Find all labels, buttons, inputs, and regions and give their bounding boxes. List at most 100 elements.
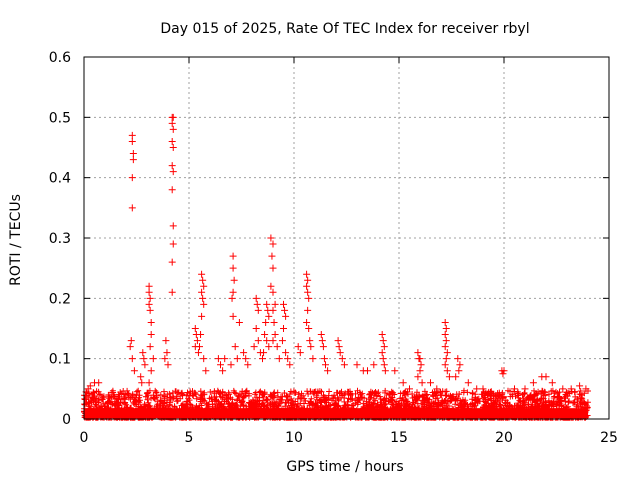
data-point	[128, 204, 136, 212]
data-point	[128, 137, 136, 145]
data-point	[198, 288, 206, 296]
data-point	[200, 282, 208, 290]
data-point	[380, 361, 388, 369]
y-tick-label: 0.6	[49, 50, 71, 66]
data-point	[147, 318, 155, 326]
data-point	[146, 294, 154, 302]
data-point	[414, 373, 422, 381]
data-point	[284, 355, 292, 363]
data-point	[149, 355, 157, 363]
data-point	[230, 276, 238, 284]
data-point	[455, 367, 463, 375]
data-point	[196, 343, 203, 351]
data-point	[370, 361, 378, 369]
y-tick-label: 0.3	[49, 231, 71, 247]
data-point	[353, 361, 361, 369]
data-point	[379, 355, 387, 363]
y-tick-label: 0.1	[49, 352, 71, 368]
data-point	[499, 370, 507, 378]
data-point	[231, 343, 239, 351]
data-point	[304, 306, 312, 314]
data-point	[262, 318, 270, 326]
data-point	[254, 337, 262, 345]
data-point	[271, 331, 279, 339]
data-point	[254, 306, 262, 314]
data-point	[164, 361, 172, 369]
data-point	[335, 343, 343, 351]
data-point	[336, 349, 344, 357]
data-point	[306, 337, 314, 345]
data-point	[442, 355, 450, 363]
data-point	[138, 379, 146, 387]
data-point	[452, 373, 460, 381]
data-point	[145, 379, 153, 387]
data-point	[296, 349, 304, 357]
data-point	[473, 385, 481, 393]
data-point	[229, 264, 237, 272]
data-point	[168, 162, 176, 170]
data-point	[261, 331, 269, 339]
data-point	[479, 385, 487, 393]
y-tick-label: 0.4	[49, 171, 71, 187]
data-point	[379, 337, 387, 345]
data-point	[200, 300, 208, 308]
data-point	[199, 294, 207, 302]
plot-frame	[83, 56, 610, 420]
data-point	[318, 337, 326, 345]
x-tick-label: 15	[390, 430, 408, 446]
data-point	[417, 361, 425, 369]
data-point	[146, 306, 154, 314]
data-point	[307, 343, 315, 351]
data-point	[511, 385, 518, 393]
data-point	[273, 343, 281, 351]
y-tick-label: 0.5	[49, 110, 71, 126]
data-point	[269, 240, 277, 248]
data-point	[500, 367, 508, 375]
x-tick-label: 5	[185, 430, 194, 446]
data-point	[582, 385, 590, 393]
data-point	[260, 349, 268, 357]
data-point	[529, 379, 537, 387]
data-point	[263, 300, 271, 308]
data-point	[269, 337, 277, 345]
data-point	[263, 337, 271, 345]
data-point	[169, 125, 177, 133]
chart-title: Day 015 of 2025, Rate Of TEC Index for r…	[160, 21, 529, 37]
data-point	[127, 337, 135, 345]
data-point	[252, 294, 260, 302]
data-point	[235, 318, 243, 326]
x-tick-label: 10	[285, 430, 303, 446]
data-point	[490, 391, 497, 399]
data-point	[250, 343, 258, 351]
data-point	[240, 349, 248, 357]
data-point	[214, 355, 222, 363]
data-point	[576, 382, 584, 390]
data-point	[445, 373, 453, 381]
noise-fill	[84, 408, 588, 418]
data-point	[278, 337, 286, 345]
data-point	[126, 343, 134, 351]
data-point	[317, 331, 325, 339]
data-point	[129, 156, 137, 164]
data-point	[139, 349, 147, 357]
data-point	[168, 186, 176, 194]
data-point	[521, 385, 529, 393]
data-point	[324, 367, 332, 375]
data-point	[168, 288, 176, 296]
data-point	[340, 361, 348, 369]
data-point	[141, 361, 149, 369]
data-point	[168, 137, 176, 145]
data-point	[443, 367, 451, 375]
x-tick-label: 20	[495, 430, 513, 446]
data-point	[229, 288, 237, 296]
data-point	[265, 312, 273, 320]
data-point	[441, 343, 449, 351]
data-point	[338, 355, 346, 363]
data-point	[406, 385, 413, 393]
data-point	[168, 258, 176, 266]
data-point	[334, 337, 342, 345]
data-point	[128, 174, 136, 182]
data-point	[320, 355, 328, 363]
data-point	[441, 331, 449, 339]
